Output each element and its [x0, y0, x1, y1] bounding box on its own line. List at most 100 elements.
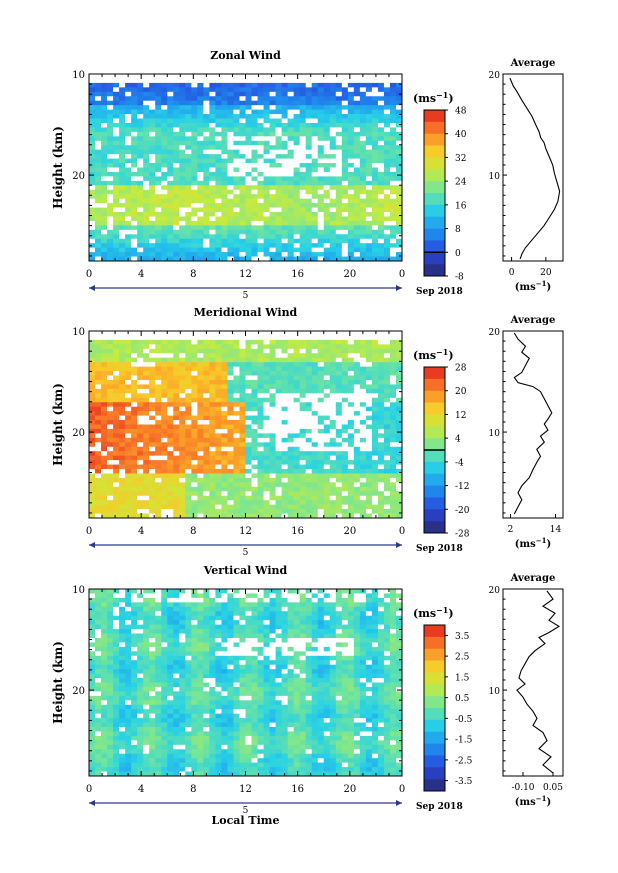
heatmap-cell	[371, 366, 379, 372]
heatmap-cell	[155, 238, 162, 244]
heatmap-cell	[311, 207, 319, 213]
heatmap-cell	[239, 78, 246, 84]
heatmap-cell	[197, 420, 204, 425]
heatmap-cell	[389, 105, 397, 111]
heatmap-cell	[113, 433, 120, 439]
heatmap-cell	[263, 464, 270, 470]
heatmap-cell	[119, 455, 126, 461]
heatmap-cell	[347, 194, 355, 200]
heatmap-cell	[95, 397, 102, 403]
heatmap-cell	[287, 477, 295, 483]
heatmap-cell	[275, 357, 283, 363]
heatmap-cell	[215, 455, 222, 461]
heatmap-cell	[107, 606, 114, 612]
heatmap-cell	[311, 74, 319, 79]
heatmap-cell	[209, 220, 216, 226]
heatmap-cell	[329, 477, 337, 483]
heatmap-cell	[185, 589, 192, 594]
heatmap-cell	[251, 234, 258, 240]
heatmap-cell	[311, 491, 319, 497]
heatmap-cell	[95, 220, 102, 226]
heatmap-cell	[371, 109, 379, 115]
heatmap-cell	[167, 105, 174, 111]
heatmap-cell	[305, 74, 313, 79]
heatmap-cell	[263, 252, 270, 257]
heatmap-cell	[149, 78, 156, 84]
heatmap-cell	[293, 220, 301, 226]
day-label: 5	[243, 291, 249, 301]
heatmap-cell	[245, 212, 252, 217]
heatmap	[89, 331, 403, 519]
heatmap-cell	[155, 145, 162, 151]
heatmap-cell	[377, 335, 385, 341]
heatmap-cell	[323, 353, 331, 359]
heatmap-cell	[383, 371, 391, 376]
heatmap-cell	[89, 366, 96, 372]
heatmap-cell	[269, 96, 276, 102]
heatmap-cell	[161, 198, 168, 204]
heatmap-cell	[167, 509, 174, 514]
heatmap-cell	[137, 397, 144, 403]
heatmap-cell	[191, 442, 198, 448]
heatmap-cell	[305, 451, 313, 457]
heatmap-cell	[149, 486, 156, 492]
heatmap-cell	[227, 198, 234, 204]
heatmap-cell	[215, 362, 222, 368]
heatmap-cell	[377, 176, 385, 182]
heatmap-cell	[275, 180, 283, 186]
heatmap-cell	[221, 163, 228, 168]
heatmap-cell	[371, 127, 379, 133]
heatmap-cell	[89, 442, 96, 448]
heatmap-cell	[377, 513, 385, 519]
heatmap-cell	[311, 473, 319, 479]
heatmap-cell	[359, 415, 367, 421]
heatmap-cell	[323, 362, 331, 368]
heatmap-cell	[365, 216, 373, 222]
heatmap-cell	[287, 597, 295, 603]
heatmap-cell	[383, 482, 391, 488]
heatmap-cell	[149, 348, 156, 354]
heatmap-cell	[161, 611, 168, 617]
heatmap-cell	[347, 131, 355, 137]
heatmap-cell	[257, 243, 264, 249]
heatmap-cell	[263, 220, 270, 226]
heatmap-cell	[293, 375, 301, 381]
heatmap-cell	[275, 589, 283, 594]
heatmap-cell	[155, 247, 162, 253]
heatmap-cell	[395, 491, 403, 497]
heatmap-cell	[359, 189, 367, 195]
heatmap-cell	[125, 167, 132, 173]
heatmap-cell	[149, 491, 156, 497]
heatmap-cell	[95, 74, 102, 79]
heatmap-cell	[227, 212, 234, 217]
heatmap-cell	[353, 220, 361, 226]
heatmap-cell	[131, 593, 138, 599]
heatmap-cell	[95, 464, 102, 470]
heatmap-cell	[311, 78, 319, 84]
heatmap-cell	[383, 136, 391, 142]
profile-title: Average	[510, 315, 556, 326]
heatmap-cell	[317, 339, 325, 345]
heatmap-cell	[143, 167, 150, 173]
heatmap-cell	[173, 348, 180, 354]
heatmap-cell	[89, 509, 96, 514]
heatmap-cell	[311, 593, 319, 599]
heatmap-cell	[167, 87, 174, 93]
heatmap-cell	[203, 504, 210, 510]
heatmap-cell	[89, 114, 96, 119]
heatmap-cell	[203, 105, 210, 111]
heatmap-cell	[269, 433, 276, 439]
heatmap-cell	[245, 504, 252, 510]
heatmap-cell	[329, 194, 337, 200]
heatmap-cell	[179, 163, 186, 168]
heatmap-cell	[287, 96, 295, 102]
heatmap-cell	[275, 216, 283, 222]
heatmap-cell	[245, 397, 252, 403]
colorbar-band	[424, 133, 445, 146]
heatmap-cell	[215, 460, 222, 465]
heatmap-cell	[377, 100, 385, 106]
heatmap-cell	[143, 149, 150, 155]
heatmap-cell	[167, 171, 174, 177]
heatmap-cell	[131, 428, 138, 434]
